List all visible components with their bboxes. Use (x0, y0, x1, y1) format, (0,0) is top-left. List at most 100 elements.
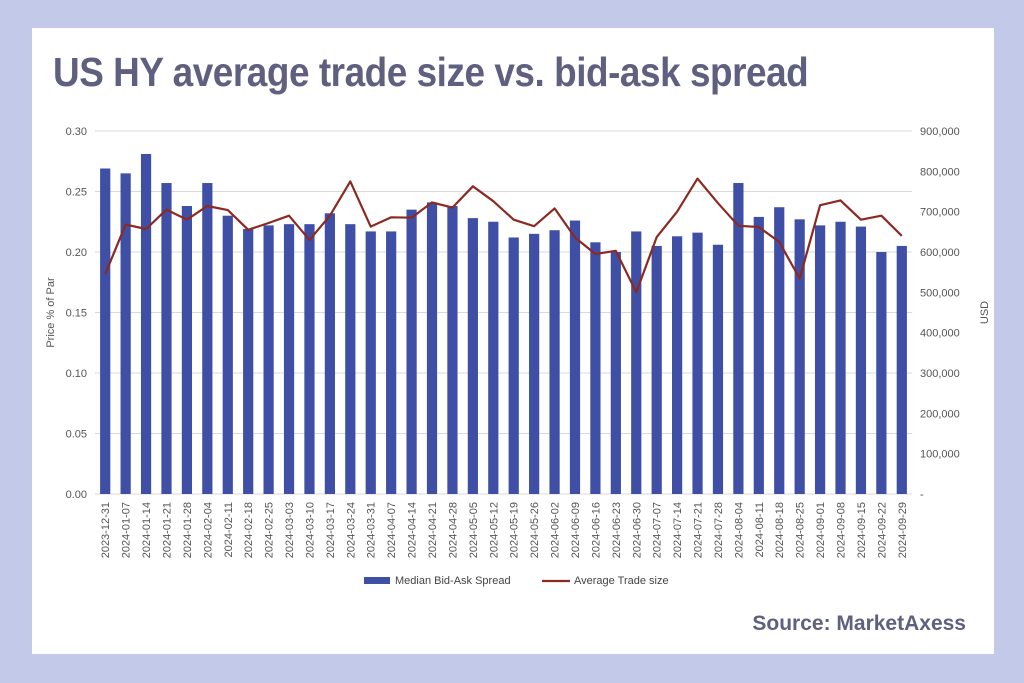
x-tick-label: 2024-01-28 (182, 502, 194, 558)
x-tick-label: 2024-04-07 (386, 502, 398, 558)
x-tick-label: 2024-04-14 (407, 502, 419, 558)
x-tick-label: 2024-02-25 (264, 502, 276, 558)
bar (365, 231, 376, 494)
y2-tick-label: 700,000 (920, 207, 960, 219)
bar (753, 216, 764, 494)
x-tick-label: 2024-08-25 (795, 502, 807, 558)
y-tick-label: 0.25 (66, 187, 87, 199)
bar (896, 245, 907, 494)
bar (488, 221, 499, 494)
bar (774, 207, 785, 495)
bar (733, 183, 744, 494)
bar (386, 231, 397, 494)
x-tick-label: 2024-09-29 (897, 502, 909, 558)
page-title: US HY average trade size vs. bid-ask spr… (53, 49, 809, 95)
x-tick-label: 2024-03-31 (366, 502, 378, 558)
y2-tick-label: 200,000 (920, 408, 960, 420)
bar (467, 218, 478, 494)
legend-swatch-bar (364, 577, 390, 584)
x-tick-label: 2024-04-28 (447, 502, 459, 558)
legend-label-bar: Median Bid-Ask Spread (395, 575, 511, 587)
x-tick-label: 2024-09-15 (856, 502, 868, 558)
x-tick-label: 2024-06-02 (550, 502, 562, 558)
bar (222, 215, 233, 494)
x-tick-label: 2024-09-08 (836, 502, 848, 558)
bar (100, 168, 111, 494)
bar (529, 233, 540, 494)
series-line-average-trade-size (104, 177, 903, 294)
x-tick-label: 2024-03-24 (345, 502, 357, 558)
x-tick-label: 2024-07-14 (672, 502, 684, 558)
x-tick-label: 2024-03-17 (325, 502, 337, 558)
bar (610, 252, 621, 494)
bar (651, 245, 662, 494)
y-tick-label: 0.15 (66, 308, 87, 320)
y2-tick-label: 800,000 (920, 166, 960, 178)
bar (426, 202, 438, 494)
bar (835, 221, 846, 494)
x-tick-label: 2024-05-26 (529, 502, 541, 558)
bar (263, 225, 274, 494)
chart-svg: 0.00 0.05 0.10 0.15 0.20 0.25 0.30 - 100,000 200,… (45, 126, 991, 587)
x-tick-label: 2024-06-30 (631, 502, 643, 558)
y-tick-label: 0.05 (66, 429, 87, 441)
x-tick-label: 2024-02-18 (243, 502, 255, 558)
bar (120, 173, 131, 494)
bar (712, 244, 724, 494)
y2-axis-label: USD (979, 301, 991, 324)
x-tick-label: 2024-09-22 (876, 502, 888, 558)
source-note: Source: MarketAxess (752, 612, 966, 635)
y-axis-label: Price % of Par (45, 277, 57, 348)
x-tick-label: 2024-04-21 (427, 502, 439, 558)
x-tick-label: 2024-05-12 (488, 502, 500, 558)
bar (140, 153, 152, 494)
x-tick-label: 2024-03-03 (284, 502, 296, 558)
y2-tick-label: 600,000 (920, 247, 960, 259)
x-tick-label: 2024-07-21 (693, 502, 705, 558)
bar (202, 183, 213, 494)
y-tick-label: 0.20 (66, 247, 87, 259)
x-tick-label: 2024-08-18 (774, 502, 786, 558)
x-tick-label: 2024-05-05 (468, 502, 480, 558)
bar (590, 242, 601, 494)
x-tick-label: 2024-07-28 (713, 502, 725, 558)
bar (447, 206, 458, 494)
x-tick-label: 2024-09-01 (815, 502, 827, 558)
bar (855, 226, 867, 494)
x-tick-label: 2024-06-09 (570, 502, 582, 558)
y2-tick-label: - (920, 489, 924, 501)
x-tick-label: 2024-06-23 (611, 502, 623, 558)
bar (549, 230, 560, 494)
bar (876, 252, 887, 494)
y2-tick-label: 500,000 (920, 287, 960, 299)
chart-card: US HY average trade size vs. bid-ask spr… (32, 28, 994, 654)
x-tick-label: 2024-07-07 (652, 502, 664, 558)
bar (631, 231, 642, 494)
x-tick-label: 2024-08-04 (733, 502, 745, 558)
y-tick-label: 0.10 (66, 368, 87, 380)
bar (345, 224, 356, 495)
x-tick-label: 2024-03-10 (304, 502, 316, 558)
bar (324, 213, 335, 494)
bar (814, 225, 826, 494)
legend-label-line: Average Trade size (574, 575, 669, 587)
bar (181, 206, 193, 494)
y-tick-label: 0.00 (66, 489, 87, 501)
bar (406, 209, 417, 494)
y2-tick-label: 100,000 (920, 449, 960, 461)
bar (794, 219, 805, 494)
x-tick-label: 2024-06-16 (590, 502, 602, 558)
bar (304, 224, 315, 495)
bar (161, 183, 172, 494)
x-tick-label: 2024-08-11 (754, 502, 766, 557)
bar (283, 224, 295, 495)
x-tick-label: 2024-01-07 (121, 502, 133, 558)
bar (569, 220, 581, 495)
bar (243, 229, 254, 494)
x-tick-label: 2024-02-11 (223, 502, 235, 557)
bar (692, 232, 703, 494)
bar (508, 237, 519, 495)
y2-tick-label: 900,000 (920, 126, 960, 138)
x-tick-label: 2024-02-04 (202, 502, 214, 558)
x-tick-label: 2024-05-19 (509, 502, 521, 558)
